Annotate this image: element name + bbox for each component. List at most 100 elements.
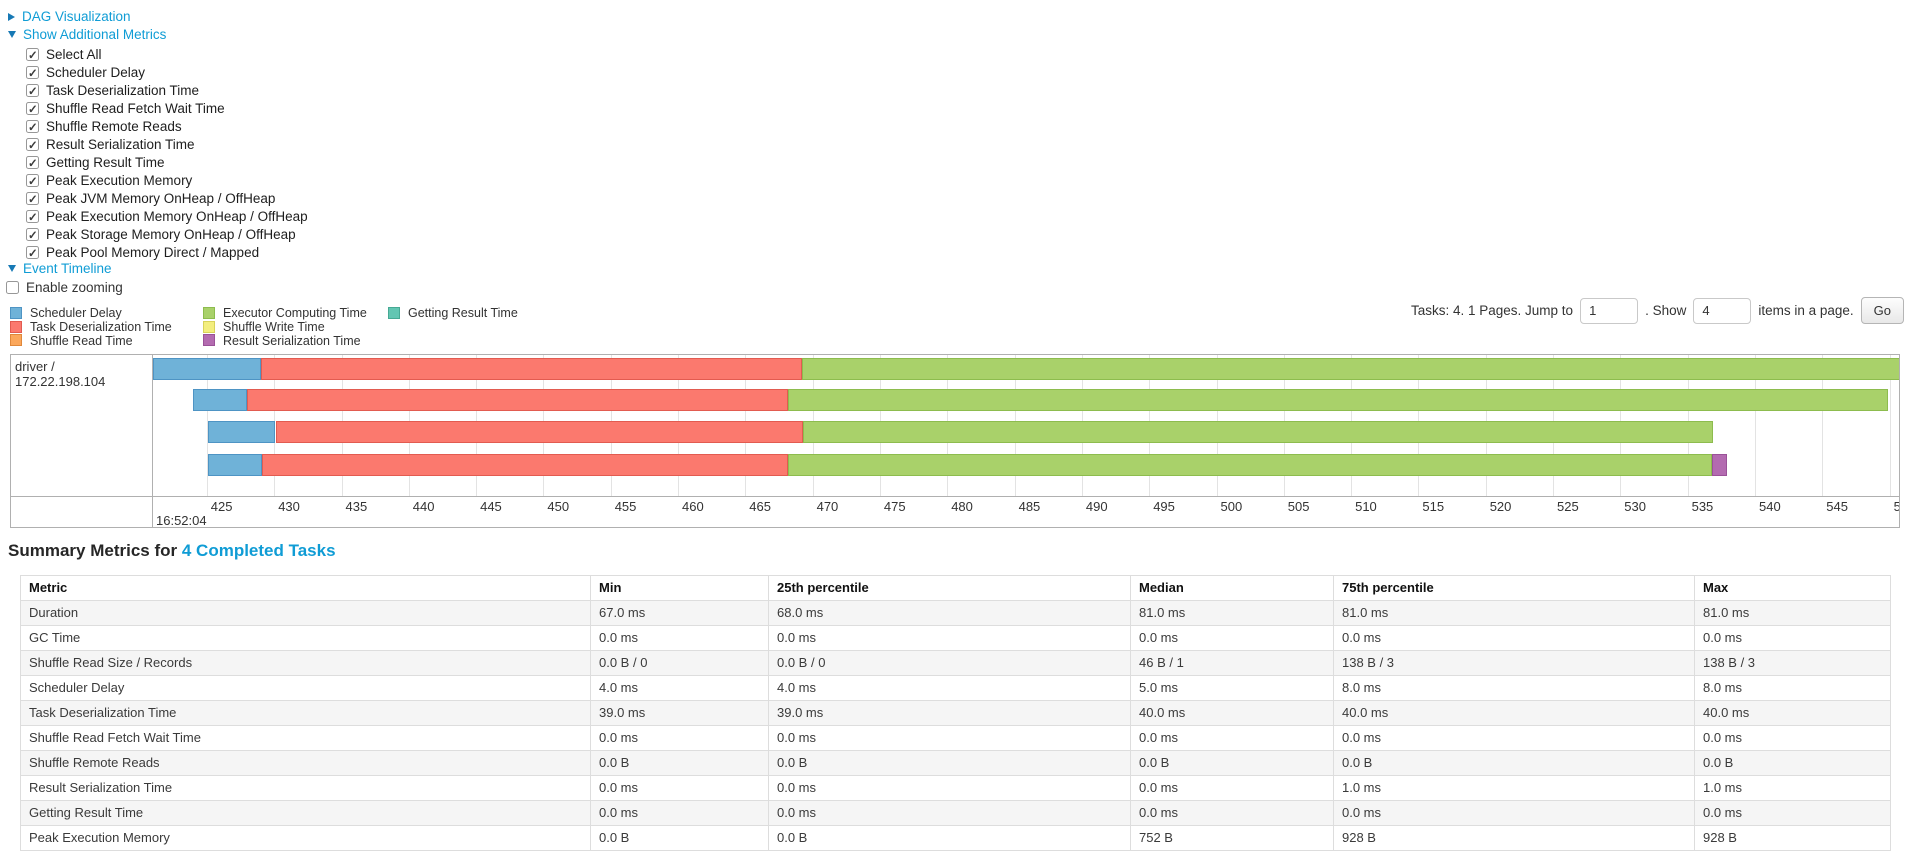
metric-value-cell: 8.0 ms: [1694, 675, 1891, 701]
metric-checkbox[interactable]: [26, 227, 39, 242]
axis-tick-label: 425: [210, 499, 233, 514]
metric-checkbox[interactable]: [26, 155, 39, 170]
metric-value-cell: 81.0 ms: [1694, 600, 1891, 626]
metric-value-cell: 40.0 ms: [1694, 700, 1891, 726]
metric-checkbox[interactable]: [26, 137, 39, 152]
task-bar-segment-scheduler-delay[interactable]: [208, 454, 262, 476]
metric-value-cell: 39.0 ms: [590, 700, 769, 726]
metric-checkbox[interactable]: [26, 101, 39, 116]
metric-name-cell: Task Deserialization Time: [20, 700, 591, 726]
x-axis-line: [11, 496, 1899, 497]
table-row: Duration 67.0 ms 68.0 ms 81.0 ms 81.0 ms 81.0…: [20, 600, 1891, 626]
metric-checkbox-row: Select All: [26, 45, 308, 63]
go-button[interactable]: Go: [1860, 297, 1904, 324]
metric-checkbox-row: Peak Storage Memory OnHeap / OffHeap: [26, 225, 308, 243]
metric-value-cell: 0.0 ms: [590, 625, 769, 651]
metric-checkbox[interactable]: [26, 119, 39, 134]
task-bar-segment-scheduler-delay[interactable]: [193, 389, 248, 411]
metric-checkbox-label: Result Serialization Time: [46, 136, 195, 152]
metric-checkbox-row: Scheduler Delay: [26, 63, 308, 81]
table-header-row: Metric Min 25th percentile Median 75th perce…: [20, 575, 1891, 601]
summary-metrics-table: Metric Min 25th percentile Median 75th perce…: [20, 575, 1891, 851]
metric-checkbox[interactable]: [26, 83, 39, 98]
task-bar-segment-task-deserialization[interactable]: [260, 358, 802, 380]
table-header-cell: Metric: [20, 575, 591, 601]
executor-row-label: driver / 172.22.198.104: [11, 355, 153, 527]
metric-name-cell: Scheduler Delay: [20, 675, 591, 701]
table-row: Shuffle Remote Reads 0.0 B 0.0 B 0.0 B 0.0 B…: [20, 750, 1891, 776]
metric-checkbox[interactable]: [26, 245, 39, 260]
legend-column: Executor Computing Time Shuffle Write Tim…: [203, 306, 388, 348]
expanded-arrow-icon: [8, 265, 16, 272]
task-bar-segment-executor-computing[interactable]: [788, 454, 1712, 476]
metric-checkbox-list: Select All Scheduler Delay Task Deserializ…: [26, 45, 308, 261]
metric-value-cell: 0.0 B / 0: [590, 650, 769, 676]
task-bar-segment-result-serialization[interactable]: [1711, 454, 1727, 476]
show-additional-metrics-link[interactable]: Show Additional Metrics: [23, 27, 167, 42]
legend-label: Scheduler Delay: [30, 305, 122, 320]
tasks-pagination: Tasks: 4. 1 Pages. Jump to . Show items …: [1411, 297, 1904, 324]
task-bar-segment-executor-computing[interactable]: [788, 389, 1889, 411]
metric-value-cell: 0.0 ms: [768, 775, 1131, 801]
metric-checkbox-label: Scheduler Delay: [46, 64, 146, 80]
task-bar-segment-task-deserialization[interactable]: [275, 421, 804, 443]
table-header-cell: Min: [590, 575, 769, 601]
shuffle_write-swatch: [203, 320, 215, 333]
metric-value-cell: 0.0 ms: [590, 725, 769, 751]
axis-tick-label: 430: [278, 499, 300, 514]
task-bar-segment-scheduler-delay[interactable]: [208, 421, 276, 443]
task-bar-segment-scheduler-delay[interactable]: [153, 358, 261, 380]
legend-column: Scheduler Delay Task Deserialization Time…: [10, 305, 203, 348]
event-timeline-toggle[interactable]: Event Timeline: [8, 260, 112, 277]
metric-checkbox-row: Shuffle Remote Reads: [26, 117, 308, 135]
table-header-cell: 25th percentile: [768, 575, 1131, 601]
metric-value-cell: 0.0 B: [590, 750, 769, 776]
metric-value-cell: 68.0 ms: [768, 600, 1131, 626]
axis-tick-label: 440: [412, 499, 435, 514]
dag-visualization-link[interactable]: DAG Visualization: [22, 9, 131, 24]
timeline-plot-area: 16:52:04 425 430 435 440 445 450 455 460 465 470 4…: [153, 355, 1899, 527]
getting_result-swatch: [388, 306, 400, 319]
legend-label: Getting Result Time: [408, 305, 518, 320]
metric-value-cell: 0.0 ms: [1130, 775, 1334, 801]
enable-zooming-row: Enable zooming: [6, 279, 123, 296]
completed-tasks-link[interactable]: 4 Completed Tasks: [181, 541, 336, 560]
metric-name-cell: Duration: [20, 600, 591, 626]
metric-value-cell: 928 B: [1333, 825, 1695, 851]
metric-checkbox-label: Peak Storage Memory OnHeap / OffHeap: [46, 226, 296, 242]
metric-checkbox-label: Peak JVM Memory OnHeap / OffHeap: [46, 190, 276, 206]
axis-tick-label: 495: [1153, 499, 1175, 514]
metric-checkbox-row: Task Deserialization Time: [26, 81, 308, 99]
metric-value-cell: 4.0 ms: [590, 675, 769, 701]
collapsed-arrow-icon: [8, 12, 15, 21]
task-bar-segment-task-deserialization[interactable]: [262, 454, 789, 476]
enable-zooming-checkbox[interactable]: [6, 281, 19, 294]
jump-to-page-input[interactable]: [1580, 297, 1639, 324]
metric-checkbox[interactable]: [26, 173, 39, 188]
axis-tick-label: 515: [1422, 499, 1445, 514]
items-per-page-input[interactable]: [1693, 297, 1752, 324]
task-bar-segment-task-deserialization[interactable]: [247, 389, 789, 411]
task-bar-segment-executor-computing[interactable]: [803, 421, 1714, 443]
metric-checkbox-row: Peak Execution Memory OnHeap / OffHeap: [26, 207, 308, 225]
metric-checkbox[interactable]: [26, 191, 39, 206]
dag-visualization-toggle[interactable]: DAG Visualization: [8, 8, 131, 25]
axis-tick-label: 500: [1220, 499, 1243, 514]
table-row: Getting Result Time 0.0 ms 0.0 ms 0.0 ms 0.0…: [20, 800, 1891, 826]
axis-tick-label: 545: [1826, 499, 1848, 514]
event-timeline-link[interactable]: Event Timeline: [23, 261, 112, 276]
task-bar-segment-executor-computing[interactable]: [801, 358, 1899, 380]
metric-value-cell: 0.0 ms: [768, 625, 1131, 651]
metric-checkbox-label: Task Deserialization Time: [46, 82, 200, 98]
metric-checkbox-row: Result Serialization Time: [26, 135, 308, 153]
metric-value-cell: 0.0 ms: [1333, 800, 1695, 826]
metric-name-cell: Shuffle Remote Reads: [20, 750, 591, 776]
metric-value-cell: 0.0 B: [768, 750, 1131, 776]
metric-checkbox[interactable]: [26, 65, 39, 80]
table-header-cell: Median: [1130, 575, 1334, 601]
show-additional-metrics-toggle[interactable]: Show Additional Metrics: [8, 26, 166, 43]
metric-checkbox[interactable]: [26, 47, 39, 62]
task_deserialization-swatch: [10, 320, 22, 333]
metric-checkbox[interactable]: [26, 209, 39, 224]
axis-tick-label: 480: [951, 499, 973, 514]
